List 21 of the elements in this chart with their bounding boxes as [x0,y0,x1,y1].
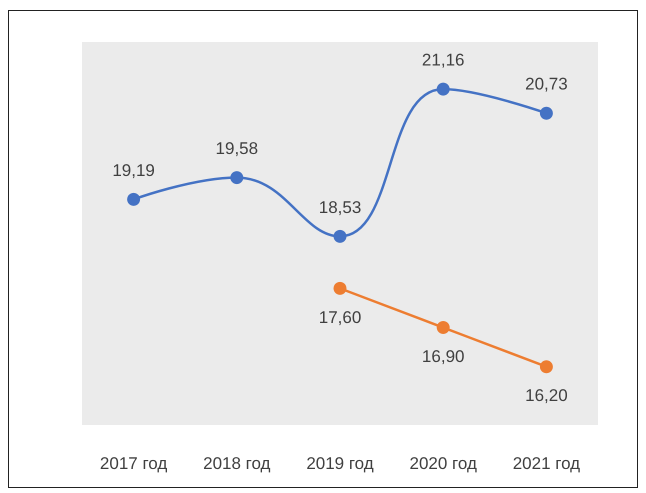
point [127,192,140,206]
data-label: 17,60 [318,308,362,327]
x-tick-label: 2020 год [410,454,477,473]
point [436,321,450,334]
data-label: 18,53 [318,198,362,217]
data-label: 16,20 [525,386,568,406]
x-tick-label: 2018 год [203,454,271,473]
x-tick-label: 2021 год [512,454,580,473]
point [540,106,553,120]
data-label: 20,73 [525,74,568,94]
point [436,82,450,96]
data-label: 16,90 [422,347,464,366]
point [540,360,553,374]
point [334,282,346,295]
point [230,171,244,184]
data-label: 19,19 [112,160,155,180]
x-tick-label: 2019 год [306,454,374,473]
point [334,230,346,243]
data-label: 21,16 [422,50,464,70]
x-tick-label: 2017 год [100,454,168,473]
data-label: 19,58 [216,139,258,158]
